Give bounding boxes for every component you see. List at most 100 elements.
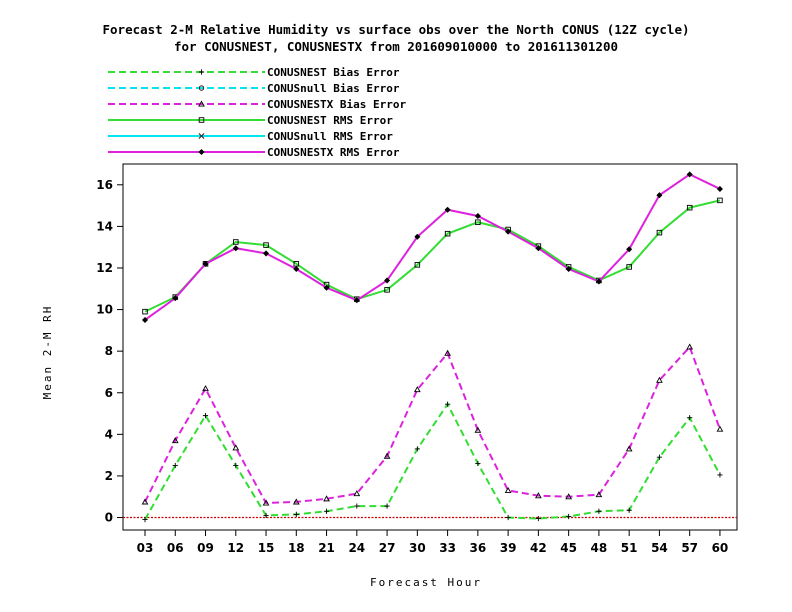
x-tick-label: 27	[379, 541, 396, 555]
data-point	[686, 204, 693, 211]
data-point	[566, 513, 572, 520]
data-point	[474, 426, 482, 433]
legend-marker	[198, 85, 205, 91]
data-point	[172, 462, 178, 469]
data-point	[505, 228, 512, 235]
data-point	[717, 197, 723, 204]
legend-marker	[198, 69, 205, 75]
data-point	[141, 498, 149, 505]
chart-subtitle: for CONUSNEST, CONUSNESTX from 201609010…	[173, 39, 618, 54]
data-point	[323, 508, 330, 514]
data-point	[414, 233, 421, 240]
series-line	[144, 199, 721, 313]
data-point	[595, 278, 602, 285]
data-point	[656, 376, 663, 383]
legend: CONUSNEST Bias Error CONUSnull Bias Error…	[108, 66, 406, 159]
data-point	[383, 452, 391, 459]
data-point	[625, 445, 633, 452]
series-line	[144, 173, 721, 321]
data-point	[656, 454, 663, 460]
data-point	[172, 295, 179, 302]
data-point	[626, 507, 632, 513]
y-tick-label: 4	[105, 427, 113, 441]
data-point	[535, 515, 541, 522]
x-tick-label: 03	[137, 541, 154, 555]
data-point	[626, 246, 633, 253]
x-tick-label: 48	[591, 541, 608, 555]
data-point	[141, 316, 149, 323]
data-point	[414, 446, 420, 452]
data-point	[384, 287, 390, 293]
data-point	[475, 219, 481, 225]
legend-marker	[198, 133, 205, 139]
x-tick-label: 30	[409, 541, 426, 555]
legend-label: CONUSNEST Bias Error	[267, 66, 400, 79]
data-point	[686, 343, 694, 350]
legend-marker	[198, 148, 205, 156]
data-point	[353, 490, 361, 497]
data-point	[232, 245, 239, 252]
x-tick-label: 51	[621, 541, 638, 555]
data-point	[263, 512, 269, 519]
data-point	[323, 495, 330, 502]
data-point	[263, 242, 269, 248]
data-point	[444, 206, 451, 213]
data-point	[596, 508, 602, 514]
x-tick-label: 39	[500, 541, 517, 555]
y-tick-label: 16	[96, 178, 113, 192]
x-tick-label: 54	[651, 541, 668, 555]
data-point	[504, 486, 512, 494]
x-tick-label: 36	[470, 541, 487, 555]
data-point	[475, 460, 481, 467]
legend-label: CONUSNEST RMS Error	[267, 114, 393, 127]
data-point	[233, 462, 239, 469]
legend-label: CONUSnull Bias Error	[267, 82, 400, 95]
data-point	[354, 503, 360, 509]
data-point	[202, 385, 209, 392]
data-point	[687, 415, 693, 421]
data-point	[505, 514, 511, 521]
series-line	[144, 402, 721, 521]
x-tick-label: 24	[348, 541, 365, 555]
data-point	[716, 425, 724, 432]
data-point	[171, 437, 179, 444]
data-point	[444, 230, 451, 237]
data-point	[626, 264, 632, 270]
data-point	[293, 511, 299, 518]
y-tick-label: 12	[96, 261, 113, 275]
y-tick-label: 14	[96, 219, 113, 233]
data-point	[384, 503, 390, 509]
y-tick-label: 2	[105, 469, 113, 483]
data-point	[535, 245, 542, 252]
plot-frame	[122, 163, 738, 531]
series-line	[144, 345, 721, 504]
x-tick-label: 33	[439, 541, 456, 555]
legend-label: CONUSnull RMS Error	[267, 130, 393, 143]
legend-marker	[198, 117, 205, 123]
data-point	[565, 265, 572, 273]
data-point	[262, 499, 270, 506]
x-tick-label: 42	[530, 541, 547, 555]
data-point	[595, 491, 603, 498]
x-tick-label: 12	[227, 541, 244, 555]
data-point	[202, 260, 209, 267]
x-tick-label: 06	[167, 541, 184, 555]
data-point	[565, 493, 573, 500]
x-tick-label: 18	[288, 541, 305, 555]
data-point	[292, 498, 300, 505]
data-point	[656, 229, 663, 236]
data-point	[263, 250, 270, 257]
data-point	[686, 171, 693, 178]
y-tick-label: 0	[105, 511, 113, 525]
x-tick-label: 21	[318, 541, 335, 555]
data-point	[444, 349, 451, 356]
data-point	[233, 239, 239, 245]
legend-label: CONUSNESTX RMS Error	[267, 146, 400, 159]
data-point	[142, 308, 148, 315]
y-axis-label: Mean 2-M RH	[41, 305, 54, 400]
data-point	[293, 265, 300, 273]
data-point	[445, 401, 451, 407]
y-tick-label: 8	[105, 344, 113, 358]
